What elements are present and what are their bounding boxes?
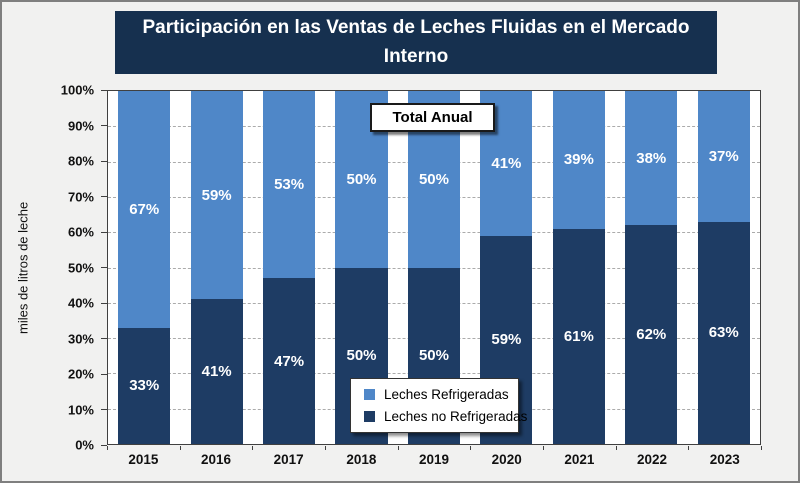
y-tick-label: 70%: [67, 189, 94, 204]
bar-column-2022: 38% 62%: [615, 91, 687, 444]
stacked-bar-2017: 53% 47%: [263, 91, 316, 444]
y-tick-label: 80%: [67, 153, 94, 169]
bar-segment-2022-no-refrigeradas: 62%: [625, 225, 678, 444]
x-tick-mark: [107, 446, 108, 450]
bar-segment-2021-no-refrigeradas: 61%: [552, 228, 605, 444]
bar-column-2017: 53% 47%: [253, 91, 325, 444]
x-axis-ticks: [107, 445, 762, 450]
y-tick-label: 10%: [67, 402, 94, 417]
bar-value-label: 62%: [636, 326, 667, 344]
bar-value-label: 38%: [636, 149, 667, 167]
x-axis-label-2020: 2020: [491, 452, 522, 467]
x-axis-label-2015: 2015: [128, 452, 159, 467]
bar-value-label: 63%: [708, 324, 739, 342]
y-tick-mark: [101, 373, 107, 375]
total-anual-label: Total Anual: [370, 103, 495, 132]
x-tick-mark: [179, 446, 181, 450]
bar-value-label: 67%: [129, 200, 160, 218]
bar-segment-2020-refrigeradas: 41%: [480, 91, 533, 236]
x-tick-mark: [325, 446, 326, 450]
legend-item-no-refrigeradas: Leches no Refrigeradas: [364, 409, 527, 424]
bar-value-label: 59%: [201, 186, 232, 204]
legend-label: Leches no Refrigeradas: [384, 409, 528, 424]
bar-value-label: 50%: [346, 170, 377, 188]
x-axis-label-2022: 2022: [637, 452, 668, 467]
bar-value-label: 33%: [129, 377, 160, 395]
stacked-bar-2022: 38% 62%: [625, 91, 678, 444]
x-tick-mark: [470, 446, 472, 450]
bar-value-label: 39%: [563, 151, 594, 169]
y-tick-mark: [101, 231, 107, 233]
legend-item-refrigeradas: Leches Refrigeradas: [364, 387, 514, 402]
y-tick-label: 0%: [75, 437, 94, 453]
stacked-bar-2023: 37% 63%: [697, 91, 750, 444]
x-tick-mark: [688, 446, 690, 450]
bar-value-label: 47%: [274, 352, 305, 370]
bar-column-2016: 59% 41%: [180, 91, 252, 444]
x-axis-label-2023: 2023: [709, 452, 740, 467]
y-tick-label: 20%: [67, 366, 94, 382]
y-tick-label: 100%: [60, 82, 94, 98]
y-tick-mark: [101, 196, 107, 197]
x-axis-labels: 2015 2016 2017 2018 2019 2020 2021 2022 2023: [107, 452, 761, 467]
bar-column-2015: 67% 33%: [108, 91, 180, 444]
bar-segment-2022-refrigeradas: 38%: [625, 91, 678, 226]
chart-title: Participación en las Ventas de Leches Fl…: [115, 11, 717, 74]
x-axis-label-2018: 2018: [346, 452, 377, 467]
x-axis-label-2021: 2021: [564, 452, 595, 467]
y-tick-mark: [101, 267, 107, 268]
x-axis-label-2019: 2019: [419, 452, 450, 467]
x-tick-mark: [543, 446, 544, 450]
bar-value-label: 50%: [418, 170, 449, 188]
legend: Leches Refrigeradas Leches no Refrigerada…: [350, 378, 527, 433]
x-tick-mark: [615, 446, 617, 450]
bar-value-label: 37%: [708, 147, 739, 165]
bar-segment-2015-no-refrigeradas: 33%: [118, 327, 171, 444]
y-tick-label: 30%: [67, 331, 94, 346]
bar-value-label: 41%: [201, 363, 232, 381]
legend-label: Leches Refrigeradas: [384, 387, 509, 402]
bar-segment-2023-refrigeradas: 37%: [697, 91, 750, 222]
y-tick-mark: [101, 125, 107, 126]
bar-value-label: 53%: [274, 176, 305, 194]
bar-value-label: 50%: [346, 347, 377, 365]
bar-segment-2021-refrigeradas: 39%: [552, 91, 605, 229]
bar-value-label: 41%: [491, 154, 522, 172]
bar-value-label: 61%: [563, 327, 594, 345]
legend-swatch-icon: [364, 389, 375, 400]
bar-segment-2017-refrigeradas: 53%: [263, 91, 316, 279]
y-tick-mark: [101, 444, 107, 446]
y-tick-label: 50%: [67, 260, 94, 275]
bar-segment-2016-refrigeradas: 59%: [190, 91, 243, 300]
y-tick-mark: [101, 409, 107, 410]
x-axis-label-2017: 2017: [273, 452, 304, 467]
bar-segment-2017-no-refrigeradas: 47%: [263, 278, 316, 444]
y-tick-label: 40%: [67, 295, 94, 311]
y-tick-mark: [101, 89, 107, 91]
bar-segment-2016-no-refrigeradas: 41%: [190, 299, 243, 444]
x-axis-label-2016: 2016: [200, 452, 232, 467]
x-tick-mark: [252, 446, 254, 450]
bar-value-label: 59%: [491, 331, 522, 349]
y-tick-mark: [101, 302, 107, 304]
bar-column-2023: 37% 63%: [688, 91, 760, 444]
bar-value-label: 50%: [418, 347, 449, 365]
bar-column-2021: 39% 61%: [543, 91, 615, 444]
stacked-bar-2016: 59% 41%: [190, 91, 243, 444]
y-tick-mark: [101, 160, 107, 162]
y-axis: 100% 90% 80% 70% 60% 50% 40% 30% 20% 10% 0%: [2, 83, 107, 453]
bar-segment-2015-refrigeradas: 67%: [118, 91, 171, 328]
bar-segment-2023-no-refrigeradas: 63%: [697, 221, 750, 444]
x-tick-mark: [761, 446, 762, 450]
stacked-bar-2021: 39% 61%: [552, 91, 605, 444]
x-tick-mark: [397, 446, 399, 450]
stacked-bar-2015: 67% 33%: [118, 91, 171, 444]
y-tick-label: 90%: [67, 118, 94, 133]
legend-swatch-icon: [364, 411, 375, 422]
y-tick-mark: [101, 338, 107, 339]
y-tick-label: 60%: [67, 224, 94, 240]
